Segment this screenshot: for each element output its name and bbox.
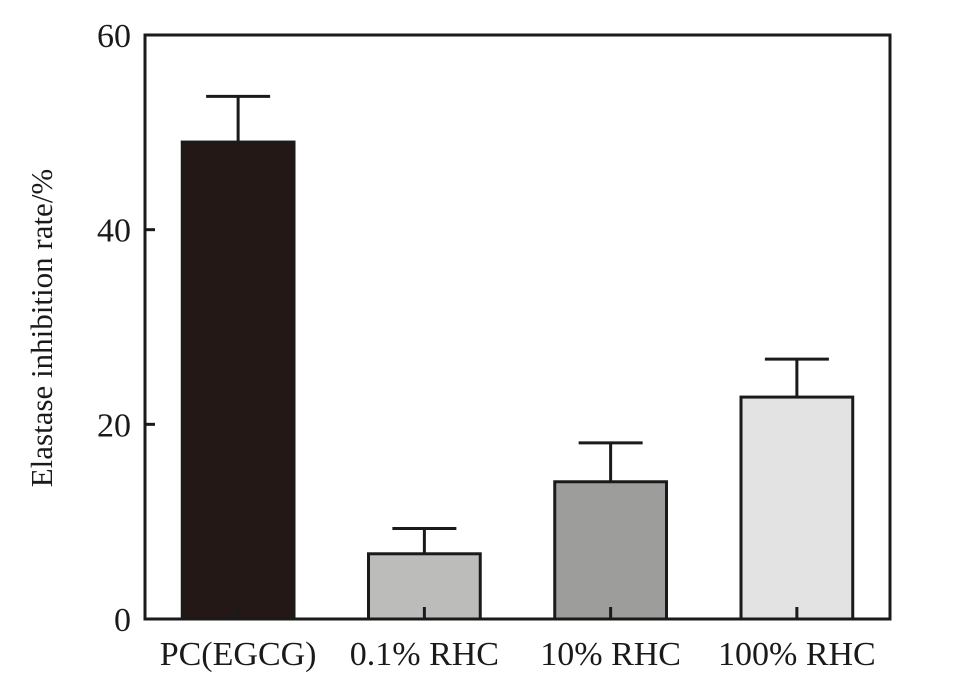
x-tick-label-2: 0.1% RHC: [350, 636, 499, 673]
y-tick-label-40: 40: [97, 213, 131, 250]
error-bar-4: [764, 357, 829, 398]
error-bar-3: [578, 441, 643, 482]
error-bar-2: [392, 526, 457, 554]
plot-frame: [143, 33, 892, 621]
x-tick-label-4: 100% RHC: [718, 636, 876, 673]
x-tick-label-1: PC(EGCG): [160, 636, 317, 673]
bar-3: [553, 480, 668, 621]
y-axis-title: Elastase inhibition rate/%: [24, 169, 59, 488]
bar-1: [180, 140, 296, 621]
y-tick-label-0: 0: [114, 602, 131, 639]
bar-4: [739, 395, 855, 621]
error-bars-layer: [206, 94, 829, 554]
bars-layer: [180, 140, 855, 621]
x-axis: PC(EGCG) 0.1% RHC 10% RHC 100% RHC: [160, 607, 876, 673]
x-tick-label-3: 10% RHC: [540, 636, 681, 673]
y-axis: 0 20 40 60: [97, 18, 155, 639]
y-tick-label-20: 20: [97, 407, 131, 444]
y-tick-label-60: 60: [97, 18, 131, 55]
error-bar-1: [206, 94, 271, 143]
